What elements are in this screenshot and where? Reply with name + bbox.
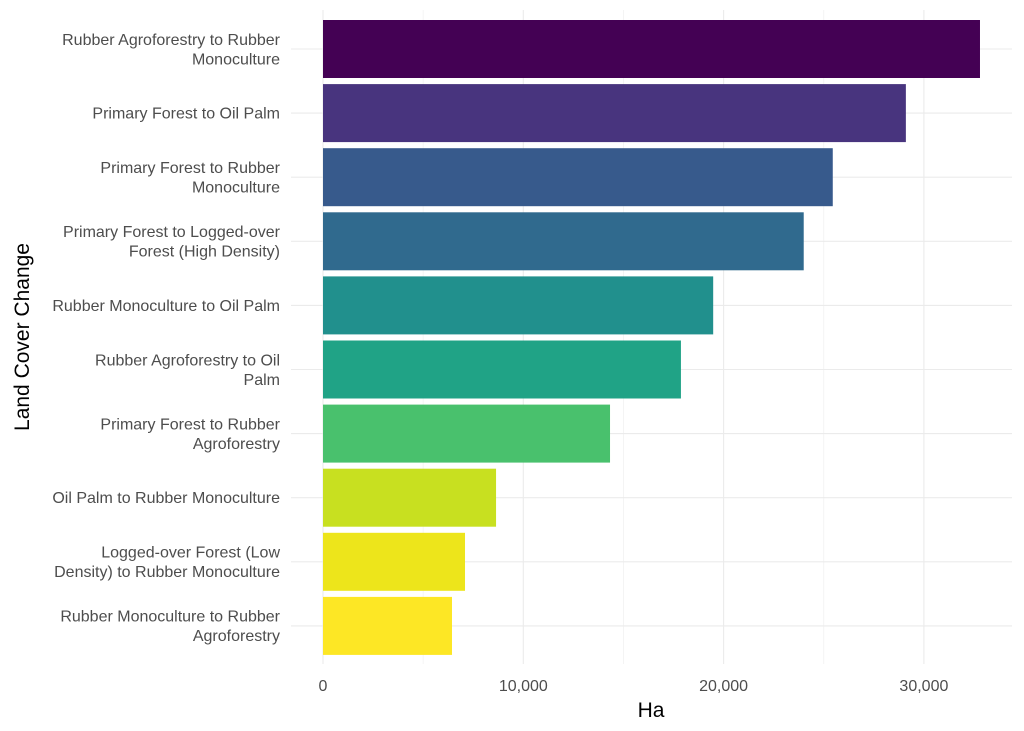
y-tick-label: Rubber Agroforestry to Oil Palm <box>95 352 280 389</box>
bar <box>323 20 980 78</box>
y-tick-label-line: Density) to Rubber Monoculture <box>54 564 280 581</box>
bars <box>323 20 980 655</box>
bar <box>323 596 452 655</box>
y-tick-label: Rubber Monoculture to Oil Palm <box>52 298 280 315</box>
y-tick-label: Primary Forest to Logged-over Forest (Hig… <box>63 224 281 260</box>
y-tick-labels: Rubber Agroforestry to Rubber Monoculture… <box>52 32 280 645</box>
x-tick-label: 30,000 <box>899 678 948 695</box>
y-tick-label-line: Monoculture <box>192 51 280 68</box>
bar <box>323 468 497 527</box>
y-tick-label-line: Agroforestry <box>193 436 280 453</box>
bar <box>323 404 611 463</box>
y-tick-label: Primary Forest to Rubber Monoculture <box>100 160 280 197</box>
y-tick-label-line: Palm <box>244 372 280 389</box>
bar <box>323 148 833 207</box>
bar <box>323 532 466 591</box>
y-tick-label: Primary Forest to Rubber Agroforestry <box>100 416 280 453</box>
x-tick-label: 0 <box>319 678 328 695</box>
y-tick-label-line: Agroforestry <box>193 628 280 645</box>
y-tick-label: Rubber Agroforestry to Rubber Monoculture <box>62 32 281 69</box>
x-tick-label: 10,000 <box>499 678 548 695</box>
bar <box>323 212 804 271</box>
bar <box>323 276 714 335</box>
y-tick-label: Primary Forest to Oil Palm <box>92 106 280 123</box>
y-tick-label: Oil Palm to Rubber Monoculture <box>52 490 280 507</box>
x-tick-label: 20,000 <box>699 678 748 695</box>
x-axis-title: Ha <box>638 699 665 722</box>
y-tick-label-line: Rubber Monoculture to Oil Palm <box>52 298 280 315</box>
y-tick-label-line: Primary Forest to Rubber <box>100 160 280 177</box>
y-tick-label: Rubber Monoculture to Rubber Agroforestry <box>60 609 280 646</box>
y-tick-label-line: Logged-over Forest (Low <box>101 545 280 562</box>
y-tick-label-line: Rubber Agroforestry to Oil <box>95 352 280 369</box>
y-tick-label-line: Monoculture <box>192 179 280 196</box>
x-tick-labels: 0 10,000 20,000 30,000 <box>319 678 949 695</box>
y-tick-label-line: Primary Forest to Oil Palm <box>92 106 280 123</box>
bar <box>323 340 681 399</box>
y-tick-label-line: Forest (High Density) <box>129 244 280 261</box>
y-tick-label-line: Rubber Agroforestry to Rubber <box>62 32 281 49</box>
y-axis-title: Land Cover Change <box>11 243 34 431</box>
y-tick-label-line: Primary Forest to Rubber <box>100 416 280 433</box>
bar <box>323 84 906 143</box>
y-tick-label-line: Primary Forest to Logged-over <box>63 224 281 241</box>
y-tick-label-line: Rubber Monoculture to Rubber <box>60 609 280 626</box>
y-tick-label-line: Oil Palm to Rubber Monoculture <box>52 490 280 507</box>
y-tick-label: Logged-over Forest (Low Density) to Rubbe… <box>54 545 280 582</box>
